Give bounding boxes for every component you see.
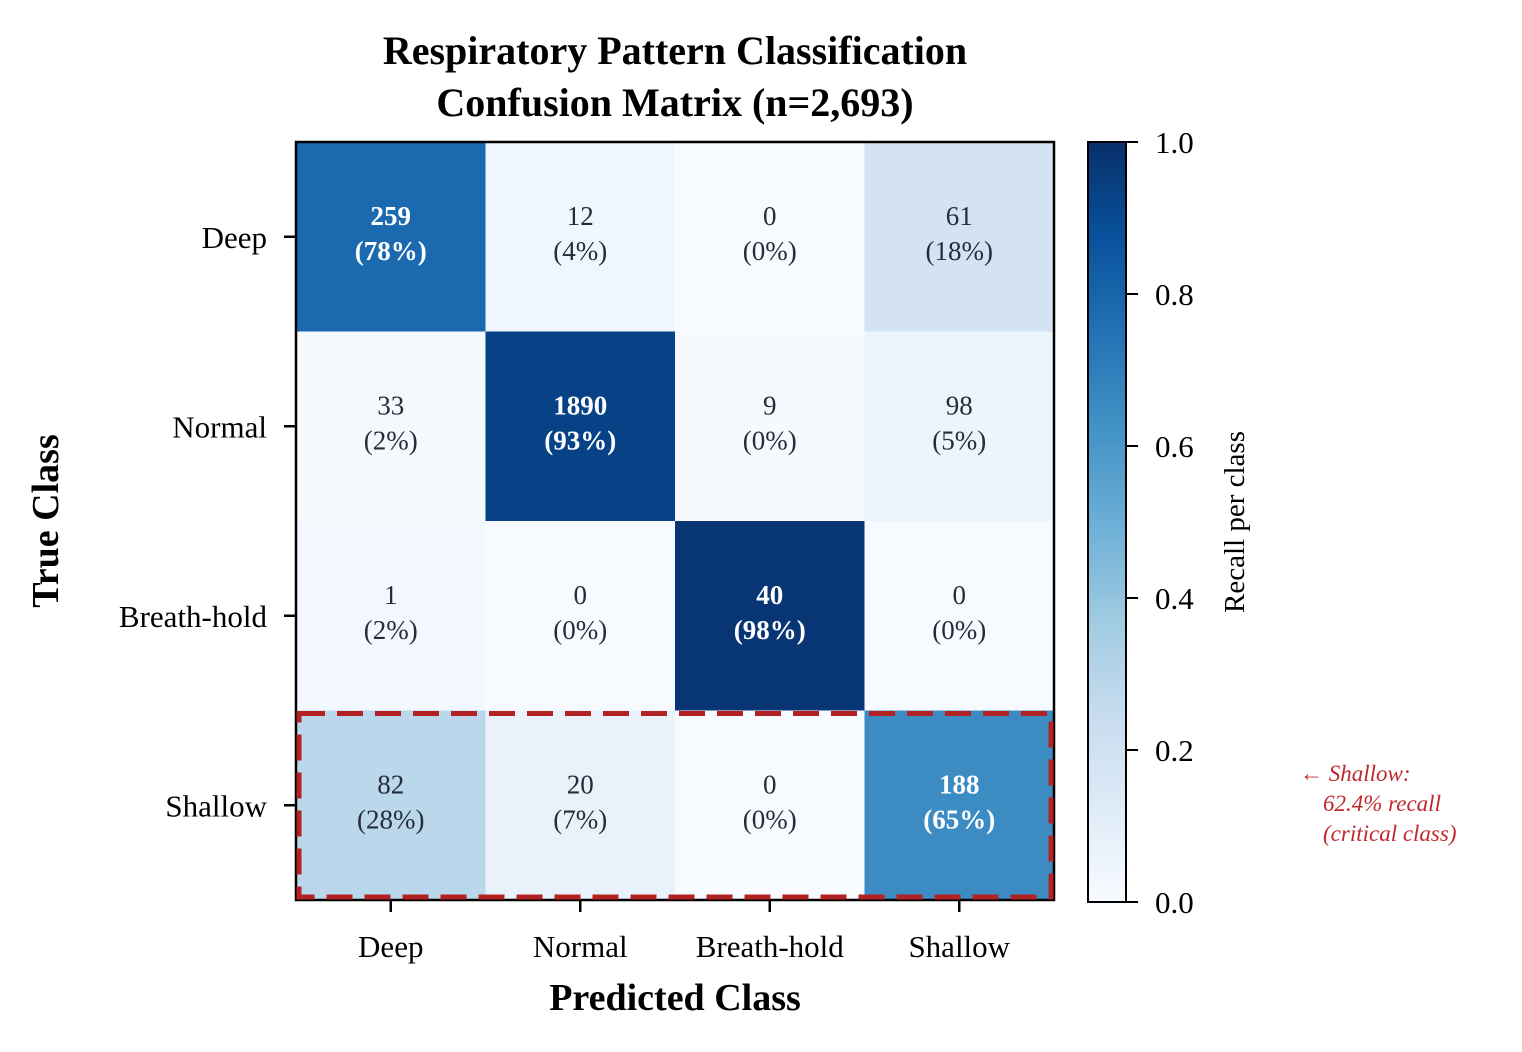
y-tick-label: Shallow <box>165 788 267 823</box>
plot-frame <box>294 140 1056 902</box>
heatmap-cell <box>485 331 676 522</box>
y-tick-label: Deep <box>202 220 267 255</box>
cell-percent-label: (78%) <box>355 236 427 266</box>
colorbar-tick-label: 0.6 <box>1155 429 1194 464</box>
cell-percent-label: (2%) <box>364 615 418 645</box>
cell-percent-label: (0%) <box>743 236 797 266</box>
chart-title-line-2: Confusion Matrix (n=2,693) <box>436 80 913 125</box>
cell-count-label: 20 <box>567 769 594 799</box>
cell-count-label: 0 <box>953 580 967 610</box>
cell-count-label: 0 <box>763 769 777 799</box>
annotation-line-1: ← Shallow: <box>1300 761 1411 786</box>
highlight-row-box <box>296 711 1054 900</box>
cell-count-label: 40 <box>756 580 783 610</box>
y-tick-label: Breath-hold <box>119 599 268 634</box>
cell-count-label: 1 <box>384 580 398 610</box>
cell-percent-label: (4%) <box>553 236 607 266</box>
y-tick-label: Normal <box>172 409 267 444</box>
heatmap-cell <box>675 142 865 332</box>
annotation-line-3: (critical class) <box>1323 821 1457 846</box>
x-tick-label: Breath-hold <box>696 929 845 964</box>
heatmap-cells: 259 (78%) 12 (4%) 0 (0%) 61 (18%) 33 (2%) 1890 (93%… <box>296 142 1055 901</box>
heatmap-cell <box>864 521 1055 711</box>
annotation: ← Shallow: 62.4% recall (critical class) <box>1300 761 1457 846</box>
heatmap-cell <box>485 142 676 332</box>
colorbar-tick-label: 0.2 <box>1155 733 1194 768</box>
heatmap-cell <box>296 142 486 332</box>
cell-count-label: 9 <box>763 390 777 420</box>
cell-percent-label: (0%) <box>743 804 797 834</box>
heatmap-cell <box>675 710 865 901</box>
cell-count-label: 33 <box>377 390 404 420</box>
colorbar-tick-label: 0.4 <box>1155 581 1194 616</box>
heatmap-cell <box>296 521 486 711</box>
y-axis-ticks: Deep Normal Breath-hold Shallow <box>119 220 296 823</box>
colorbar-ticks: 0.0 0.2 0.4 0.6 0.8 1.0 <box>1126 125 1194 920</box>
cell-count-label: 188 <box>939 769 980 799</box>
x-axis-label: Predicted Class <box>549 977 801 1019</box>
colorbar-tick-label: 0.0 <box>1155 885 1194 920</box>
heatmap-cell <box>485 521 676 711</box>
x-tick-label: Shallow <box>908 929 1010 964</box>
heatmap-cell <box>675 331 865 522</box>
cell-count-label: 61 <box>946 201 973 231</box>
highlight-dashed-rect <box>296 711 1054 900</box>
cell-count-label: 82 <box>377 769 404 799</box>
y-axis-label: True Class <box>25 434 67 607</box>
cell-count-label: 0 <box>763 201 777 231</box>
cell-percent-label: (7%) <box>553 804 607 834</box>
cell-percent-label: (18%) <box>926 236 993 266</box>
cell-percent-label: (0%) <box>553 615 607 645</box>
heatmap-cell <box>864 142 1055 332</box>
chart-title-line-1: Respiratory Pattern Classification <box>383 28 967 73</box>
x-tick-label: Normal <box>533 929 628 964</box>
colorbar-tick-label: 1.0 <box>1155 125 1194 160</box>
heatmap-cell <box>864 710 1055 901</box>
colorbar-tick-label: 0.8 <box>1155 277 1194 312</box>
cell-percent-label: (93%) <box>544 425 616 455</box>
heatmap-cell <box>485 710 676 901</box>
cell-percent-label: (0%) <box>932 615 986 645</box>
heatmap-cell <box>864 331 1055 522</box>
colorbar <box>1087 141 1127 903</box>
cell-count-label: 0 <box>574 580 588 610</box>
cell-percent-label: (0%) <box>743 425 797 455</box>
annotation-line-2: 62.4% recall <box>1323 791 1441 816</box>
cell-count-label: 12 <box>567 201 594 231</box>
cell-percent-label: (65%) <box>923 804 995 834</box>
cell-percent-label: (98%) <box>734 615 806 645</box>
cell-percent-label: (2%) <box>364 425 418 455</box>
heatmap-cell <box>296 710 486 901</box>
colorbar-label: Recall per class <box>1219 431 1251 613</box>
cell-count-label: 259 <box>371 201 412 231</box>
cell-percent-label: (5%) <box>932 425 986 455</box>
cell-count-label: 98 <box>946 390 973 420</box>
x-axis-ticks: Deep Normal Breath-hold Shallow <box>358 900 1011 964</box>
cell-count-label: 1890 <box>553 390 607 420</box>
x-tick-label: Deep <box>358 929 423 964</box>
heatmap-cell <box>675 521 865 711</box>
heatmap-cell <box>296 331 486 522</box>
cell-percent-label: (28%) <box>357 804 424 834</box>
